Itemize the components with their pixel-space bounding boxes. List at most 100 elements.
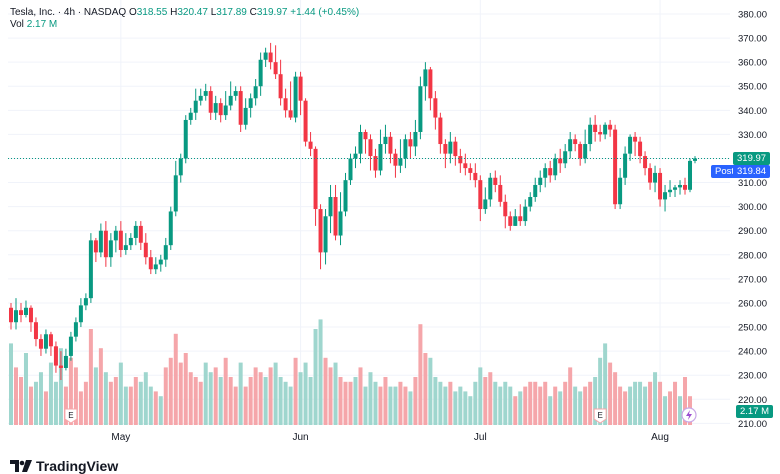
candle-body: [503, 201, 508, 217]
volume-bar: [383, 377, 388, 425]
price-tick-label: 300.00: [738, 202, 767, 213]
volume-bar: [28, 386, 33, 425]
candle-body: [18, 310, 23, 315]
close-label: C: [249, 7, 257, 18]
change-value: +1.44 (+0.45%): [290, 7, 360, 18]
candle-body: [128, 237, 133, 246]
candle-body: [488, 177, 493, 200]
candle-body: [223, 105, 228, 116]
volume-bar: [628, 386, 633, 425]
volume-bar: [463, 391, 468, 425]
candle-body: [648, 168, 653, 183]
candle-body: [238, 91, 243, 125]
volume-bar: [438, 381, 443, 425]
tradingview-logo[interactable]: TradingView: [10, 458, 118, 474]
volume-bar: [603, 343, 608, 425]
candle-body: [333, 197, 338, 236]
volume-bar: [218, 377, 223, 425]
volume-bar: [553, 386, 558, 425]
candle-body: [663, 192, 668, 200]
candle-body: [463, 163, 468, 169]
volume-bar: [528, 381, 533, 425]
volume-bar: [508, 386, 513, 425]
candle-body: [203, 91, 208, 96]
candle-body: [248, 98, 253, 108]
volume-bar: [513, 396, 518, 425]
volume-bar: [53, 381, 58, 425]
candle-body: [483, 199, 488, 210]
price-tick-label: 360.00: [738, 58, 767, 69]
candle-body: [83, 298, 88, 306]
volume-bar: [378, 386, 383, 425]
candle-body: [243, 107, 248, 125]
candle-body: [178, 158, 183, 176]
earnings-marker[interactable]: E: [64, 408, 78, 424]
candle-body: [398, 158, 403, 166]
candle-body: [623, 153, 628, 178]
volume-bar: [678, 396, 683, 425]
volume-bar: [188, 372, 193, 425]
candle-body: [353, 153, 358, 159]
candle-body: [518, 216, 523, 222]
volume-bar: [443, 386, 448, 425]
volume-bar: [623, 391, 628, 425]
volume-bar: [538, 386, 543, 425]
price-tick-label: 240.00: [738, 347, 767, 358]
candle-body: [593, 124, 598, 132]
candle-body: [528, 197, 533, 207]
volume-bar: [683, 377, 688, 425]
candle-body: [188, 112, 193, 120]
low-label: L: [210, 7, 217, 18]
candle-body: [363, 131, 368, 140]
volume-bar: [83, 381, 88, 425]
candle-body: [638, 141, 643, 157]
candle-body: [478, 180, 483, 210]
volume-bar: [318, 319, 323, 425]
candle-body: [63, 355, 68, 368]
brand-name: TradingView: [36, 458, 119, 474]
volume-bar: [138, 381, 143, 425]
time-tick-label: May: [111, 432, 130, 443]
volume-bar: [618, 386, 623, 425]
candle-body: [458, 156, 463, 164]
candle-body: [28, 307, 33, 323]
price-tick-label: 270.00: [738, 274, 767, 285]
candle-body: [148, 257, 153, 270]
time-axis-labels: May Jun Jul Aug: [111, 432, 669, 443]
volume-bar: [568, 367, 573, 425]
volume-bar: [278, 377, 283, 425]
candle-body: [493, 177, 498, 185]
candle-body: [328, 197, 333, 217]
volume-bar: [228, 377, 233, 425]
volume-bar: [403, 386, 408, 425]
volume-bar: [358, 367, 363, 425]
volume-bar: [648, 381, 653, 425]
volume-label: Vol: [10, 19, 24, 30]
volume-bar: [273, 362, 278, 425]
volume-bar: [303, 362, 308, 425]
flash-icon[interactable]: [681, 407, 697, 423]
candlesticks: [9, 42, 697, 381]
symbol-title[interactable]: Tesla, Inc. · 4h · NASDAQ: [10, 7, 127, 18]
candle-body: [653, 172, 658, 183]
volume-bar: [238, 362, 243, 425]
candle-body: [143, 242, 148, 258]
volume-bar: [208, 372, 213, 425]
candle-body: [253, 86, 258, 99]
time-tick-label: Aug: [651, 432, 669, 443]
candle-body: [113, 230, 118, 241]
volume-bar: [598, 357, 603, 425]
candle-body: [163, 245, 168, 260]
candle-body: [138, 225, 143, 243]
candle-body: [403, 139, 408, 159]
candle-body: [303, 100, 308, 142]
price-axis[interactable]: [730, 0, 780, 425]
candle-body: [263, 52, 268, 60]
candle-body: [43, 334, 48, 349]
candle-body: [448, 141, 453, 154]
candle-body: [93, 240, 98, 253]
price-tick-label: 340.00: [738, 106, 767, 117]
earnings-marker[interactable]: E: [593, 408, 607, 424]
candle-body: [348, 158, 353, 181]
